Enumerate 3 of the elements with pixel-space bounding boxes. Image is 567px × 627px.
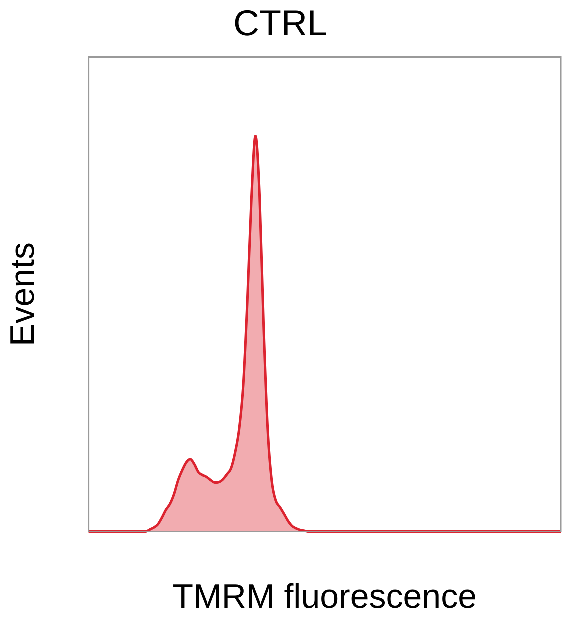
chart-title: CTRL [233,2,328,44]
y-axis-title: Events [4,242,42,346]
x-axis-title: TMRM fluorescence [172,578,477,616]
